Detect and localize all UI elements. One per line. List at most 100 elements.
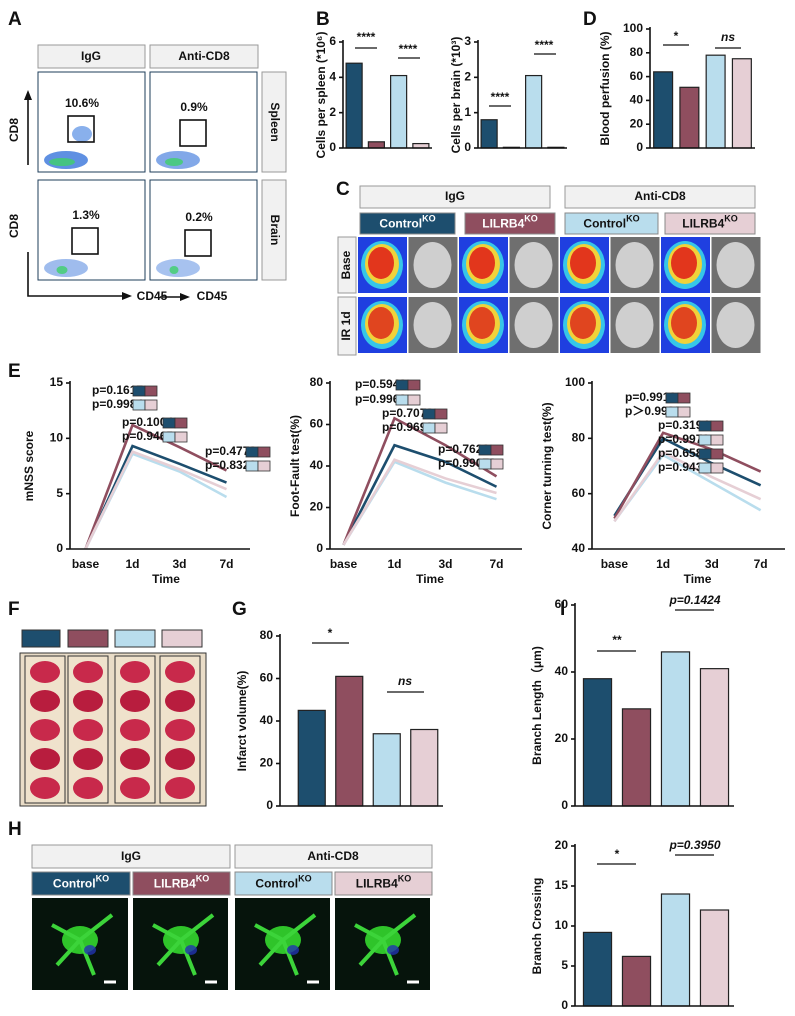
column-header — [149, 44, 259, 69]
y-tick-label: 0 — [266, 798, 273, 812]
comparison-swatch — [422, 422, 436, 434]
y-tick-label: 15 — [555, 878, 569, 892]
x-tick-label: 1d — [387, 557, 401, 571]
x-tick-label: 3d — [438, 557, 452, 571]
gate — [184, 229, 212, 257]
y-tick-label: 1 — [464, 105, 471, 119]
y-tick-label: 20 — [260, 756, 274, 770]
group-header — [234, 844, 433, 869]
bar — [699, 668, 730, 807]
p-value: p=0.7626 — [438, 442, 489, 456]
gate — [71, 227, 99, 255]
comparison-swatch — [478, 444, 492, 456]
x-tick-label: 7d — [489, 557, 503, 571]
y-tick-label: 20 — [555, 731, 569, 745]
brain-slice — [165, 777, 195, 799]
panel-label: B — [316, 9, 330, 30]
condition-sup: KO — [626, 214, 640, 224]
bar — [621, 955, 652, 1007]
x-axis-label: Time — [416, 572, 444, 586]
comparison-swatch — [677, 406, 691, 418]
comparison-swatch — [245, 446, 259, 458]
x-axis-label: Time — [152, 572, 180, 586]
nucleus — [287, 945, 299, 955]
comparison-swatch — [395, 394, 409, 406]
comparison-swatch — [677, 392, 691, 404]
bar — [699, 909, 730, 1007]
condition-name: LILRB4 — [154, 877, 196, 891]
y-tick-label: 0 — [329, 140, 336, 154]
panel-label: G — [232, 599, 247, 620]
comparison-swatch — [144, 399, 158, 411]
row-header-text: IR 1d — [339, 311, 353, 340]
x-tick-label: base — [330, 557, 358, 571]
condition-name: LILRB4 — [482, 217, 524, 231]
series-line — [84, 449, 228, 550]
y-tick-label: 2 — [329, 105, 336, 119]
y-tick-label: 80 — [310, 375, 324, 389]
bar — [525, 74, 543, 149]
series-line — [613, 431, 762, 520]
y-tick-label: 40 — [555, 664, 569, 678]
perfusion-signal — [671, 247, 697, 279]
y-axis-label: Cells per brain (*10³) — [449, 37, 463, 154]
skull — [716, 302, 755, 348]
condition-sup: KO — [298, 874, 312, 884]
condition-header — [664, 212, 756, 235]
bar — [731, 58, 752, 149]
y-tick-label: 20 — [555, 838, 569, 852]
brain-slice — [165, 690, 195, 712]
brain-slice — [120, 719, 150, 741]
y-axis-label: Foot-Fault test(%) — [288, 415, 302, 517]
skull — [716, 242, 755, 288]
perfusion-signal — [368, 247, 394, 279]
perfusion-signal — [469, 307, 495, 339]
x-tick-label: 7d — [219, 557, 233, 571]
skull — [413, 242, 452, 288]
nucleus — [185, 945, 197, 955]
cell-cloud — [72, 126, 92, 142]
x-tick-label: 3d — [172, 557, 186, 571]
group-header-text: Anti-CD8 — [634, 189, 686, 203]
y-axis-label: Infarct volume(%) — [235, 671, 249, 772]
condition-header — [234, 871, 333, 896]
perfusion-signal — [671, 307, 697, 339]
y-tick-label: 2 — [464, 70, 471, 84]
y-tick-label: 40 — [572, 541, 586, 555]
bar — [297, 709, 326, 807]
y-tick-label: 10 — [50, 431, 64, 445]
comparison-swatch — [478, 458, 492, 470]
y-tick-label: 40 — [310, 458, 324, 472]
x-tick-label: base — [601, 557, 629, 571]
bar — [582, 678, 613, 807]
y-tick-label: 20 — [630, 116, 644, 130]
y-tick-label: 0 — [464, 140, 471, 154]
gate-percentage: 0.9% — [180, 100, 208, 114]
y-tick-label: 0 — [56, 541, 63, 555]
arrow-head — [24, 90, 32, 100]
series-line — [84, 423, 228, 550]
comparison-swatch — [257, 446, 271, 458]
cell-cloud-core — [165, 158, 183, 166]
condition-name: LILRB4 — [682, 217, 724, 231]
flow-plot — [37, 179, 146, 281]
comparison-swatch — [257, 460, 271, 472]
gate-percentage: 0.2% — [185, 210, 213, 224]
condition-label: ControlKO — [255, 874, 311, 891]
bar — [335, 675, 364, 807]
microglia-process — [51, 913, 114, 976]
condition-label: ControlKO — [53, 874, 109, 891]
significance: **** — [399, 42, 418, 56]
p-value: p=0.5942 — [355, 377, 406, 391]
comparison-swatch — [665, 406, 679, 418]
y-tick-label: 40 — [260, 713, 274, 727]
axis-label: CD45 — [137, 289, 168, 303]
y-tick-label: 80 — [572, 431, 586, 445]
perfusion-signal — [570, 247, 596, 279]
row-header-text: Base — [339, 250, 353, 279]
panel-label: H — [8, 819, 22, 840]
p-value: p=0.3194 — [658, 418, 709, 432]
cell-cloud — [156, 259, 200, 277]
skull — [413, 302, 452, 348]
perfusion-signal — [368, 307, 394, 339]
